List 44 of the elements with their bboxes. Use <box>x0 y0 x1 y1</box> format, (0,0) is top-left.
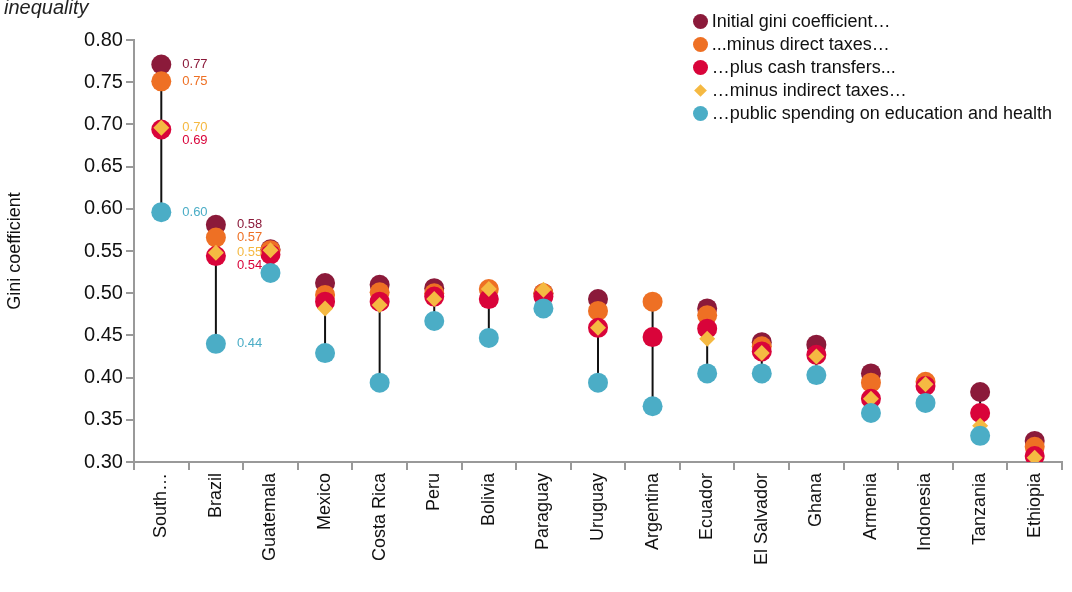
x-tick-label: Tanzania <box>969 472 990 546</box>
x-tick-label: South… <box>150 473 171 539</box>
y-tick-label: 0.65 <box>84 154 123 177</box>
x-tick-label: Costa Rica <box>368 472 389 562</box>
x-tick-label: Armenia <box>859 472 880 541</box>
data-label: 0.77 <box>182 56 208 72</box>
legend-label: …public spending on education and health <box>711 102 1052 125</box>
x-tick-label: Guatemala <box>259 472 280 562</box>
legend-label: Initial gini coefficient… <box>711 10 891 33</box>
y-tick-label: 0.50 <box>84 280 123 303</box>
x-tick-label: Mexico <box>314 473 335 531</box>
y-tick-label: 0.55 <box>84 238 123 261</box>
x-tick-label: Argentina <box>641 472 662 551</box>
y-tick-label: 0.30 <box>84 449 123 472</box>
y-tick-label: 0.80 <box>84 27 123 50</box>
legend-label: …plus cash transfers... <box>711 56 896 79</box>
data-label: 0.44 <box>236 335 263 351</box>
x-tick-label: Indonesia <box>914 472 935 552</box>
x-tick-label: Brazil <box>204 473 225 519</box>
data-label: 0.70 <box>182 119 208 135</box>
data-label: 0.60 <box>182 203 208 219</box>
data-label: 0.57 <box>236 229 263 245</box>
x-tick-label: Paraguay <box>532 473 553 551</box>
data-label: 0.54 <box>236 257 263 273</box>
x-tick-label: Uruguay <box>586 473 607 542</box>
x-tick-label: Ghana <box>805 472 826 528</box>
legend-label: ...minus direct taxes… <box>711 33 890 56</box>
y-tick-label: 0.45 <box>84 322 123 345</box>
y-tick-label: 0.75 <box>84 69 123 92</box>
y-tick-label: 0.60 <box>84 196 123 219</box>
data-label: 0.69 <box>182 132 208 148</box>
y-tick-label: 0.70 <box>84 111 123 134</box>
y-tick-label: 0.35 <box>84 407 123 430</box>
y-axis-title: Gini coefficient <box>3 192 24 310</box>
x-tick-label: Peru <box>423 473 444 512</box>
chart-title: inequality <box>4 0 89 19</box>
y-tick-label: 0.40 <box>84 365 123 388</box>
x-tick-label: Ethiopia <box>1023 472 1044 539</box>
x-tick-label: Bolivia <box>477 472 498 527</box>
x-tick-label: El Salvador <box>750 473 771 566</box>
data-label: 0.75 <box>182 72 208 88</box>
x-tick-label: Ecuador <box>696 473 717 541</box>
legend-label: …minus indirect taxes… <box>711 79 907 102</box>
data-label: 0.58 <box>236 216 263 232</box>
